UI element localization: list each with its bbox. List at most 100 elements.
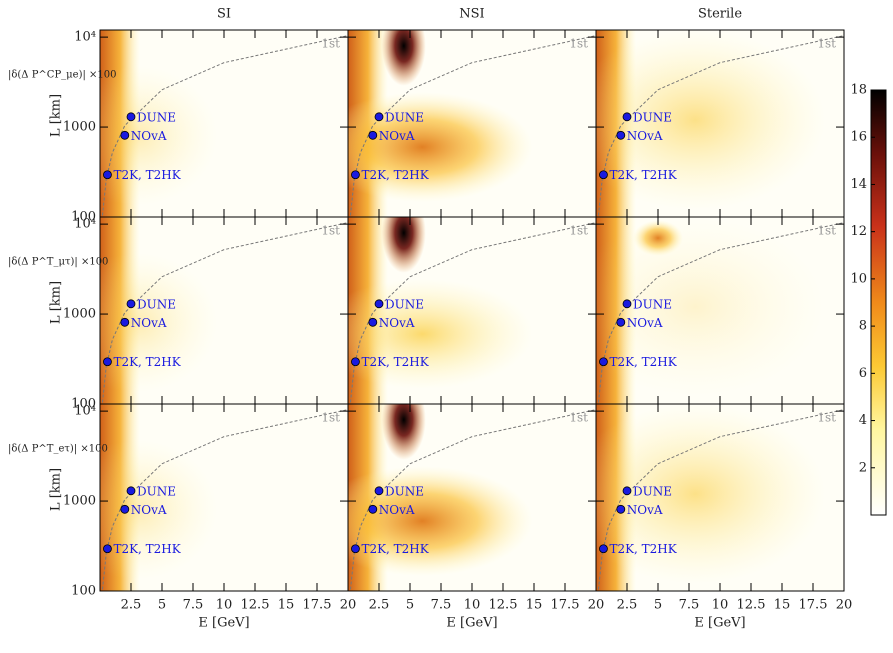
experiment-point <box>599 170 608 180</box>
experiment-point <box>351 357 360 367</box>
x-tick-label: 7.5 <box>679 598 700 613</box>
experiment-point <box>103 170 112 180</box>
heatmap <box>100 30 348 217</box>
experiment-label: NOvA <box>379 129 415 143</box>
experiment-label: DUNE <box>137 297 176 311</box>
experiment-point <box>120 317 130 327</box>
experiment-label: T2K, T2HK <box>113 355 181 369</box>
x-tick-label: 10 <box>216 598 233 613</box>
heatmap-shade <box>100 65 218 206</box>
experiment-point <box>599 357 608 367</box>
heatmap-shade <box>381 30 426 86</box>
colorbar-tick-label: 2 <box>859 460 867 475</box>
y-tick-label: 100 <box>71 397 96 412</box>
curve-label: 1st <box>321 224 340 238</box>
column-title: SI <box>217 7 231 22</box>
y-axis-label: L [km] <box>49 468 64 511</box>
x-tick-label: 15 <box>774 598 791 613</box>
row-label: |δ(Δ P^T_μτ)| ×100 <box>8 257 108 268</box>
heatmap-shade <box>348 466 533 576</box>
oscillation-curve <box>597 35 844 216</box>
experiment-point <box>103 544 112 554</box>
experiment-point <box>103 357 112 367</box>
colorbar-tick-label: 6 <box>859 366 867 381</box>
curve-label: 1st <box>321 37 340 51</box>
experiment-label: T2K, T2HK <box>113 168 181 182</box>
experiment-label: NOvA <box>379 503 415 517</box>
experiment-label: T2K, T2HK <box>361 542 429 556</box>
y-tick-label: 10⁴ <box>74 30 96 45</box>
experiment-label: NOvA <box>627 503 663 517</box>
experiment-point <box>622 486 632 496</box>
y-tick-label: 1000 <box>63 494 96 509</box>
heatmap-shade <box>596 217 826 397</box>
colorbar-tick-label: 16 <box>850 130 867 145</box>
colorbar-tick-label: 4 <box>859 413 867 428</box>
x-tick-label: 17.5 <box>551 598 580 613</box>
colorbar-tick-label: 10 <box>850 271 867 286</box>
x-tick-label: 2.5 <box>121 598 142 613</box>
experiment-label: DUNE <box>633 484 672 498</box>
experiment-point <box>368 504 378 514</box>
y-tick-label: 100 <box>71 584 96 599</box>
heatmap-shade <box>348 92 533 202</box>
experiment-label: NOvA <box>627 316 663 330</box>
x-tick-label: 10 <box>464 598 481 613</box>
curve-label: 1st <box>817 37 836 51</box>
oscillation-curve <box>597 409 844 590</box>
heatmap <box>348 404 596 591</box>
x-tick-label: 10 <box>712 598 729 613</box>
curve-label: 1st <box>817 224 836 238</box>
experiment-point <box>622 112 632 122</box>
experiment-point <box>368 317 378 327</box>
heatmap <box>596 404 844 591</box>
heatmap-shade <box>633 220 683 257</box>
y-tick-label: 10⁴ <box>74 404 96 419</box>
heatmap-shade <box>100 252 218 393</box>
x-tick-label: 20 <box>588 598 605 613</box>
column-title: NSI <box>459 7 484 22</box>
x-tick-label: 5 <box>406 598 414 613</box>
oscillation-curve <box>101 222 348 403</box>
x-axis-label: E [GeV] <box>446 616 497 631</box>
experiment-label: T2K, T2HK <box>609 355 677 369</box>
x-tick-label: 2.5 <box>617 598 638 613</box>
oscillation-curve <box>349 35 596 216</box>
x-tick-label: 17.5 <box>303 598 332 613</box>
oscillation-curve <box>101 35 348 216</box>
x-tick-label: 15 <box>526 598 543 613</box>
experiment-label: T2K, T2HK <box>361 168 429 182</box>
experiment-label: DUNE <box>385 484 424 498</box>
curve-label: 1st <box>569 411 588 425</box>
experiment-point <box>374 486 384 496</box>
x-axis-label: E [GeV] <box>198 616 249 631</box>
experiment-label: DUNE <box>633 297 672 311</box>
x-tick-label: 15 <box>278 598 295 613</box>
experiment-point <box>616 317 626 327</box>
oscillation-curve <box>349 409 596 590</box>
experiment-point <box>374 112 384 122</box>
x-axis-label: E [GeV] <box>694 616 745 631</box>
experiment-label: DUNE <box>385 110 424 124</box>
experiment-point <box>622 299 632 309</box>
heatmap <box>596 30 844 217</box>
heatmap <box>100 404 348 591</box>
row-label: |δ(Δ P^T_eτ)| ×100 <box>8 444 108 455</box>
experiment-label: NOvA <box>131 316 167 330</box>
experiment-point <box>368 130 378 140</box>
experiment-point <box>599 544 608 554</box>
x-tick-label: 12.5 <box>241 598 270 613</box>
colorbar-tick-label: 12 <box>850 224 867 239</box>
heatmap <box>348 217 596 404</box>
experiment-point <box>126 486 136 496</box>
experiment-point <box>351 544 360 554</box>
x-tick-label: 20 <box>836 598 853 613</box>
heatmap-shade <box>348 279 533 389</box>
experiment-label: T2K, T2HK <box>609 168 677 182</box>
row-label: |δ(Δ P^CP_μe)| ×100 <box>8 70 117 81</box>
experiment-point <box>120 504 130 514</box>
experiment-label: DUNE <box>633 110 672 124</box>
experiment-label: NOvA <box>131 503 167 517</box>
experiment-point <box>126 299 136 309</box>
